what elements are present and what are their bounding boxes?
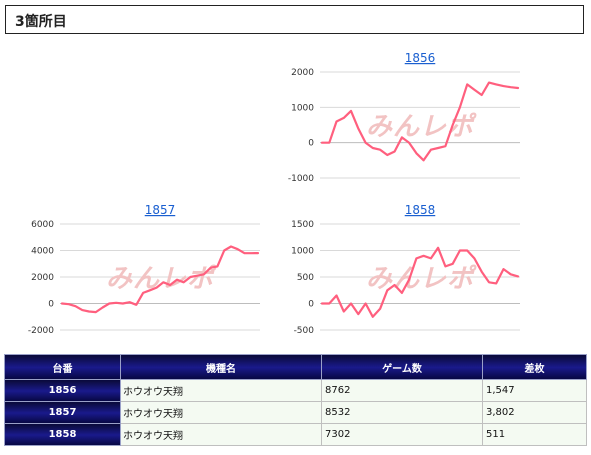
watermark-logo: みんレポ xyxy=(106,264,217,294)
y-tick-label: 4000 xyxy=(31,247,54,257)
section-header: 3箇所目 xyxy=(5,5,584,34)
y-tick-label: 1000 xyxy=(291,247,314,257)
section-title: 3箇所目 xyxy=(15,14,67,30)
col-header-machine: 機種名 xyxy=(120,354,322,380)
games-cell: 8762 xyxy=(321,379,483,402)
y-tick-label: -2000 xyxy=(28,326,54,336)
y-tick-label: 2000 xyxy=(291,68,314,78)
y-tick-label: 0 xyxy=(308,300,314,310)
chart-svg: 1856 -1000 0 1000 2000 みんレポ xyxy=(288,51,520,184)
watermark-logo: みんレポ xyxy=(366,264,477,294)
chart-1856: 1856 -1000 0 1000 2000 みんレポ xyxy=(280,48,530,188)
chart-1857: 1857 -2000 0 2000 4000 6000 みんレポ xyxy=(20,200,270,340)
diff-cell: 1,547 xyxy=(482,379,587,402)
table-row: 1857 ホウオウ天翔 8532 3,802 xyxy=(4,401,587,424)
col-header-games: ゲーム数 xyxy=(321,354,483,380)
chart-title-link[interactable]: 1856 xyxy=(405,51,436,65)
chart-svg: 1857 -2000 0 2000 4000 6000 みんレポ xyxy=(28,203,260,336)
games-cell: 8532 xyxy=(321,401,483,424)
y-tick-label: 500 xyxy=(297,273,314,283)
series-line xyxy=(60,245,260,314)
machine-name-cell: ホウオウ天翔 xyxy=(120,379,322,402)
diff-cell: 511 xyxy=(482,423,587,446)
chart-title-link[interactable]: 1857 xyxy=(145,203,176,217)
machine-number-cell: 1858 xyxy=(4,423,121,446)
y-tick-label: 0 xyxy=(48,300,54,310)
table-header-row: 台番 機種名 ゲーム数 差枚 xyxy=(4,354,587,380)
chart-title-link[interactable]: 1858 xyxy=(405,203,436,217)
col-header-diff: 差枚 xyxy=(482,354,587,380)
y-tick-label: -500 xyxy=(294,326,315,336)
chart-1858: 1858 -500 0 500 1000 1500 みんレポ xyxy=(280,200,530,340)
diff-cell: 3,802 xyxy=(482,401,587,424)
machine-number-cell: 1856 xyxy=(4,379,121,402)
y-tick-label: 1000 xyxy=(291,103,314,113)
machine-table: 台番 機種名 ゲーム数 差枚 1856 ホウオウ天翔 8762 1,547 18… xyxy=(4,354,587,446)
games-cell: 7302 xyxy=(321,423,483,446)
y-tick-label: 0 xyxy=(308,139,314,149)
table-row: 1856 ホウオウ天翔 8762 1,547 xyxy=(4,379,587,402)
machine-name-cell: ホウオウ天翔 xyxy=(120,423,322,446)
y-tick-label: 1500 xyxy=(291,220,314,230)
series-line xyxy=(320,246,520,318)
y-tick-label: 2000 xyxy=(31,273,54,283)
chart-svg: 1858 -500 0 500 1000 1500 みんレポ xyxy=(291,203,520,336)
machine-number-cell: 1857 xyxy=(4,401,121,424)
col-header-number: 台番 xyxy=(4,354,121,380)
y-tick-label: 6000 xyxy=(31,220,54,230)
watermark-logo: みんレポ xyxy=(366,112,477,142)
series-line xyxy=(320,81,520,162)
machine-name-cell: ホウオウ天翔 xyxy=(120,401,322,424)
y-tick-label: -1000 xyxy=(288,174,314,184)
table-row: 1858 ホウオウ天翔 7302 511 xyxy=(4,423,587,446)
